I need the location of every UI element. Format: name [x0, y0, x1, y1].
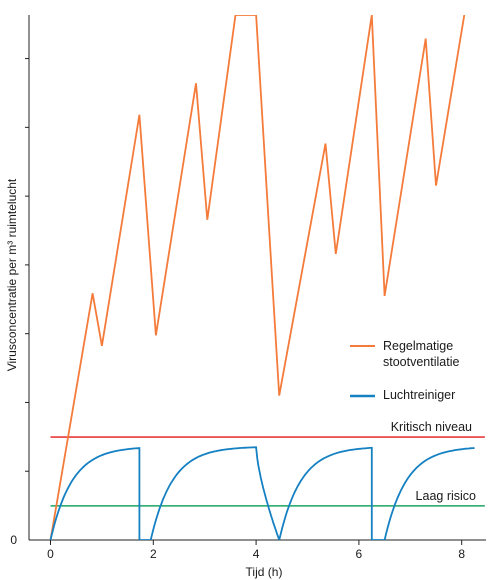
label-laag-risico: Laag risico [416, 489, 476, 503]
x-tick-label-0: 0 [47, 547, 54, 561]
y-tick-label-0: 0 [10, 533, 17, 547]
legend-label-regelmatige: Regelmatige [383, 339, 453, 353]
y-axis-label: Virusconcentratie per m³ ruimtelucht [5, 178, 19, 371]
ticks: 0 2 4 6 8 0 [10, 58, 465, 561]
x-tick-label-4: 4 [253, 547, 260, 561]
legend: Regelmatige stootventilatie Luchtreinige… [350, 339, 459, 402]
legend-label-luchtreiniger: Luchtreiniger [383, 388, 455, 402]
x-tick-label-6: 6 [356, 547, 363, 561]
series-line-regelmatige-stootventilatie [49, 15, 466, 540]
label-kritisch-niveau: Kritisch niveau [391, 420, 472, 434]
legend-label-stootventilatie: stootventilatie [383, 355, 459, 369]
x-tick-label-2: 2 [150, 547, 157, 561]
axes [28, 15, 486, 541]
x-axis-label: Tijd (h) [246, 565, 283, 579]
series-line-luchtreiniger [49, 446, 475, 540]
series-layer [49, 15, 475, 540]
x-tick-label-8: 8 [458, 547, 465, 561]
